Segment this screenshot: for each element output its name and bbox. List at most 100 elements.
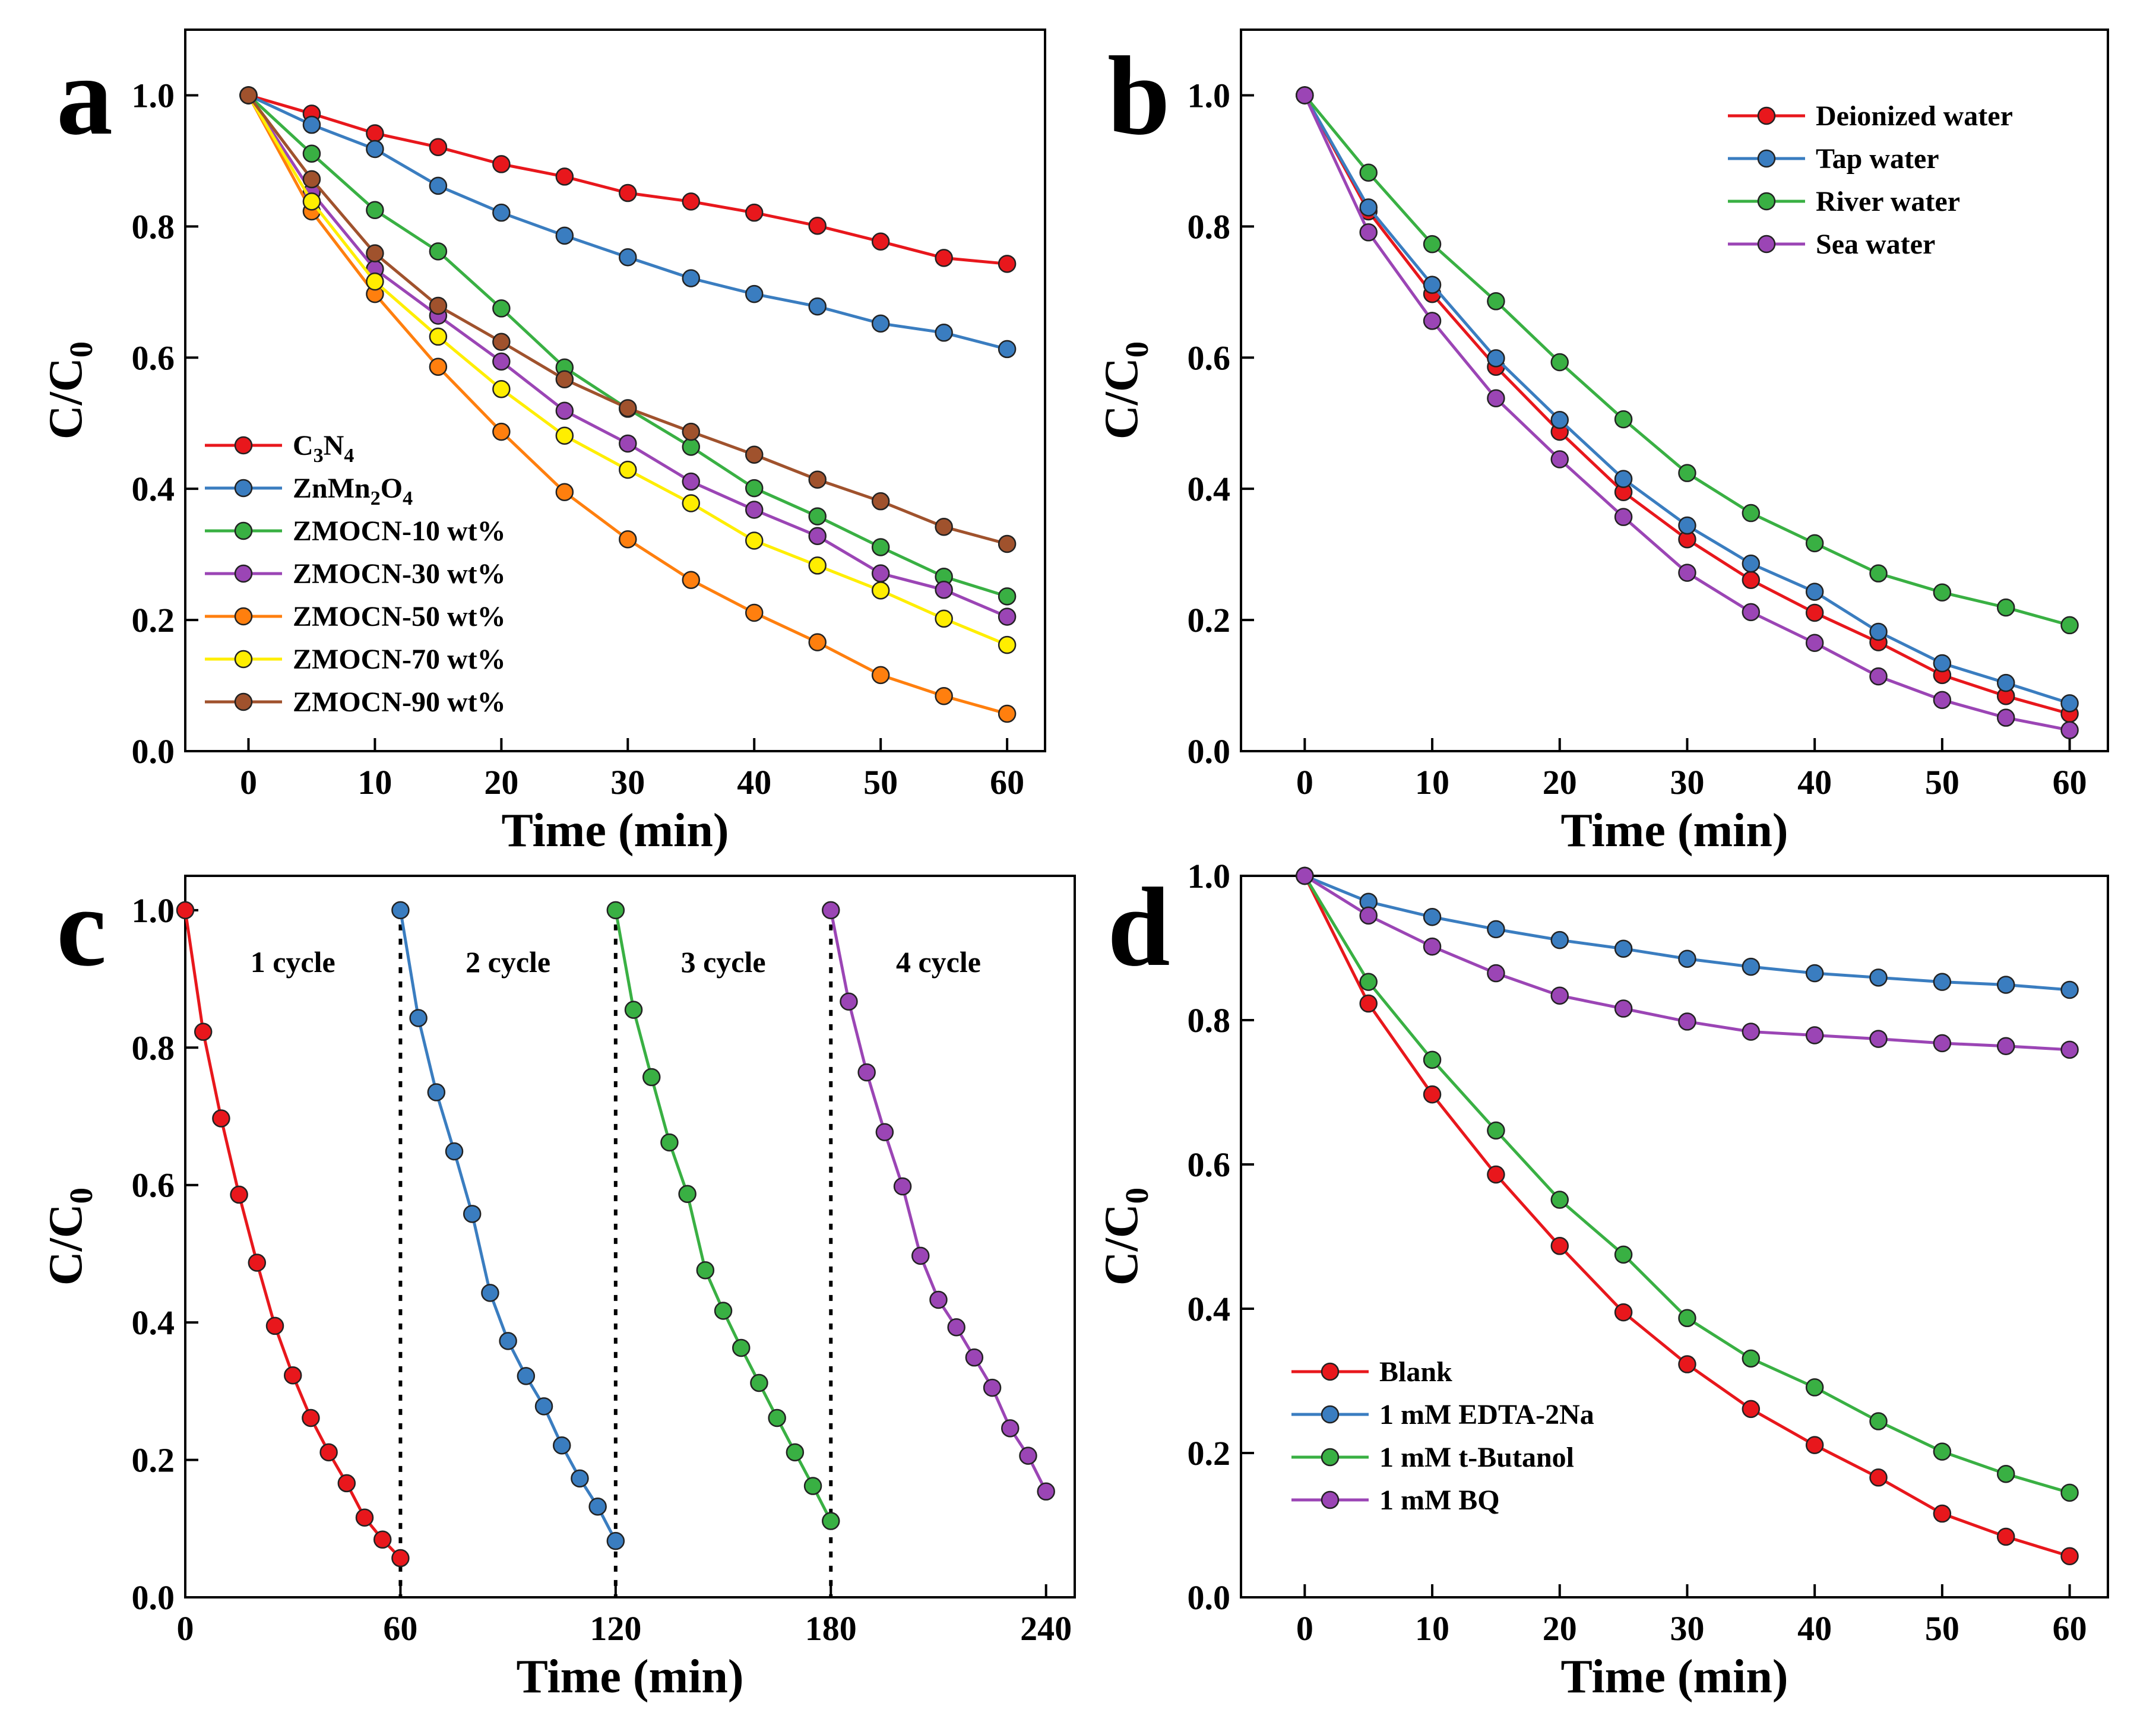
data-point	[1996, 1464, 2015, 1483]
y-tick-label: 0.8	[1188, 207, 1231, 246]
series-line-3	[829, 910, 1047, 1492]
y-tick-label: 1.0	[1188, 76, 1231, 115]
data-point	[1933, 973, 1952, 991]
data-point	[745, 603, 764, 622]
data-point	[893, 1177, 912, 1196]
legend-label: ZMOCN-10 wt%	[293, 515, 506, 547]
data-point	[682, 438, 701, 456]
x-tick-label: 20	[1543, 763, 1577, 802]
plot-frame	[184, 875, 1076, 1598]
data-point	[1805, 583, 1824, 601]
y-tick-label: 0.2	[1188, 1434, 1231, 1473]
data-point	[1933, 1034, 1952, 1053]
data-point	[1678, 949, 1696, 968]
data-point	[808, 297, 827, 316]
legend-marker	[1321, 1362, 1340, 1381]
x-tick-label: 0	[240, 763, 257, 802]
y-tick-label: 0.6	[132, 338, 175, 377]
data-point	[786, 1443, 805, 1462]
data-point	[935, 517, 953, 536]
data-point	[2060, 1547, 2079, 1565]
series-line-0	[183, 910, 402, 1559]
data-point	[1742, 603, 1761, 622]
data-point	[391, 1549, 410, 1568]
series-line-1	[248, 94, 1008, 351]
data-point	[1678, 1309, 1696, 1328]
data-point	[555, 226, 574, 245]
data-point	[1678, 464, 1696, 482]
data-point	[1614, 508, 1633, 526]
data-point	[555, 401, 574, 420]
data-point	[1996, 708, 2015, 727]
legend-marker	[1757, 106, 1776, 125]
legend-marker	[1321, 1490, 1340, 1509]
panel-letter-a: a	[56, 34, 113, 159]
data-point	[1996, 1037, 2015, 1055]
data-point	[481, 1284, 499, 1302]
legend-marker	[234, 521, 253, 540]
y-tick-label: 0.6	[1188, 1145, 1231, 1184]
data-point	[492, 203, 511, 222]
data-point	[935, 249, 953, 267]
data-point	[871, 232, 890, 251]
x-axis-title: Time (min)	[1561, 805, 1788, 857]
data-point	[319, 1443, 338, 1462]
x-tick-label: 60	[2053, 1609, 2087, 1648]
data-point	[682, 472, 701, 491]
data-point	[1550, 1191, 1569, 1209]
cycle-label: 2 cycle	[466, 945, 550, 979]
legend-marker	[234, 479, 253, 498]
y-axis-title: C/C0	[1096, 1188, 1155, 1286]
y-tick-label: 0.8	[132, 207, 175, 246]
data-point	[429, 138, 448, 156]
y-tick-label: 1.0	[132, 76, 175, 115]
data-point	[871, 538, 890, 556]
legend-label: ZMOCN-50 wt%	[293, 601, 506, 632]
legend: Blank 1 mM EDTA-2Na 1 mM t-Butanol 1 mM BQ	[1291, 1356, 1594, 1516]
data-point	[998, 255, 1017, 273]
data-point	[1742, 571, 1761, 589]
plot-frame	[1240, 875, 2109, 1598]
legend-label: Deionized water	[1816, 100, 2013, 132]
y-tick-label: 0.4	[132, 1303, 175, 1342]
data-point	[1805, 534, 1824, 553]
data-point	[366, 244, 384, 262]
panel-letter-b: b	[1107, 34, 1170, 159]
data-point	[808, 470, 827, 489]
data-point	[429, 296, 448, 315]
x-tick-label: 0	[1296, 763, 1313, 802]
data-point	[642, 1068, 661, 1087]
data-point	[1869, 622, 1888, 641]
data-point	[803, 1477, 822, 1495]
data-point	[492, 333, 511, 352]
legend-marker	[1321, 1405, 1340, 1424]
data-point	[750, 1373, 768, 1392]
data-point	[1805, 603, 1824, 622]
data-point	[337, 1474, 356, 1493]
x-tick-label: 50	[863, 763, 898, 802]
data-point	[1550, 986, 1569, 1005]
legend-label: Sea water	[1816, 229, 1935, 260]
data-point	[1933, 654, 1952, 673]
data-point	[391, 901, 410, 920]
data-point	[463, 1205, 482, 1223]
data-point	[871, 564, 890, 583]
data-point	[1869, 1468, 1888, 1487]
data-point	[808, 217, 827, 235]
data-point	[1296, 866, 1314, 885]
data-point	[1742, 504, 1761, 523]
data-point	[871, 314, 890, 333]
data-point	[998, 340, 1017, 359]
data-point	[302, 192, 321, 211]
data-point	[1359, 223, 1378, 242]
y-tick-label: 0.0	[132, 732, 175, 771]
data-point	[857, 1063, 876, 1082]
data-point	[745, 203, 764, 222]
data-point	[935, 686, 953, 705]
panel-letter-d: d	[1107, 865, 1170, 990]
legend-label: River water	[1816, 186, 1960, 217]
data-point	[808, 527, 827, 545]
data-point	[808, 507, 827, 526]
data-point	[1423, 276, 1442, 294]
data-point	[1550, 930, 1569, 949]
